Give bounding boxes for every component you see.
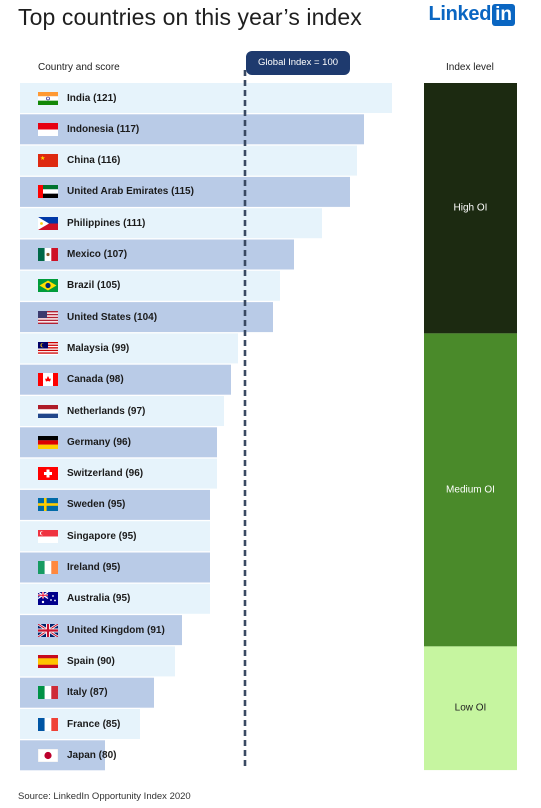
bar-philippines xyxy=(20,208,322,239)
country-label: India (121) xyxy=(38,91,116,106)
country-label: United Arab Emirates (115) xyxy=(38,184,194,199)
country-score-text: Mexico (107) xyxy=(67,249,128,260)
china-flag-icon: ★ xyxy=(38,154,58,168)
country-label: Ireland (95) xyxy=(38,560,120,575)
country-score-text: Australia (95) xyxy=(67,593,131,605)
brazil-flag-icon xyxy=(38,279,58,293)
uk-flag-icon xyxy=(38,623,58,637)
country-label: Italy (87) xyxy=(38,685,108,700)
bar-india xyxy=(20,83,392,113)
country-score-text: China (116) xyxy=(67,155,121,167)
singapore-flag-icon xyxy=(38,529,58,543)
index-level-block xyxy=(424,83,517,334)
country-label: ★ China (116) xyxy=(38,153,120,168)
country-label: Philippines (111) xyxy=(38,216,145,231)
bar-japan xyxy=(20,740,105,771)
country-score-text: Canada (98) xyxy=(67,374,124,386)
italy-flag-icon xyxy=(38,686,58,700)
france-flag-icon xyxy=(38,717,58,731)
netherlands-flag-icon xyxy=(38,404,58,418)
country-column-label: Country and score xyxy=(38,62,120,73)
country-label: Mexico (107) xyxy=(38,247,127,262)
indonesia-flag-icon xyxy=(38,122,58,136)
country-score-text: Indonesia (117) xyxy=(67,123,140,135)
bar-china xyxy=(20,145,357,176)
global-index-badge: Global Index = 100 xyxy=(246,51,351,75)
country-label: Germany (96) xyxy=(38,435,131,450)
canada-flag-icon xyxy=(38,373,58,387)
index-level-column-label: Index level xyxy=(446,62,494,73)
usa-flag-icon xyxy=(38,310,58,324)
bar-indonesia xyxy=(20,114,364,145)
svg-text:★: ★ xyxy=(40,155,45,162)
index-level-label: Medium OI xyxy=(446,484,495,496)
index-level-block xyxy=(424,333,517,647)
country-score-text: France (85) xyxy=(67,718,121,730)
country-score-text: United Kingdom (91) xyxy=(67,624,165,636)
country-label: Japan (80) xyxy=(38,748,116,763)
spain-flag-icon xyxy=(38,654,58,668)
country-score-text: Spain (90) xyxy=(67,655,115,667)
index-level-label: Low OI xyxy=(454,702,487,714)
country-label: Brazil (105) xyxy=(38,278,120,293)
country-score-text: Malaysia (99) xyxy=(67,342,130,354)
country-label: France (85) xyxy=(38,717,120,732)
uae-flag-icon xyxy=(38,185,58,199)
country-label: United States (104) xyxy=(38,310,157,325)
country-label: Sweden (95) xyxy=(38,497,125,512)
country-score-text: Switzerland (96) xyxy=(67,468,144,480)
chart-title: Top countries on this year’s index xyxy=(18,4,362,30)
country-score-text: Italy (87) xyxy=(67,687,108,699)
country-score-text: Ireland (95) xyxy=(67,562,121,573)
mexico-flag-icon xyxy=(38,248,58,261)
source-note: Source: LinkedIn Opportunity Index 2020 xyxy=(18,791,191,802)
country-score-text: United States (104) xyxy=(67,311,158,323)
index-level-block xyxy=(424,646,517,771)
country-score-text: India (121) xyxy=(67,92,117,104)
sweden-flag-icon xyxy=(38,498,58,512)
country-score-text: Sweden (95) xyxy=(67,499,126,511)
country-label: Australia (95) xyxy=(38,591,130,606)
ireland-flag-icon xyxy=(38,561,58,574)
logo-in-box: in xyxy=(492,3,515,26)
logo-wordmark: Linked xyxy=(428,3,492,25)
country-score-text: Germany (96) xyxy=(67,436,131,448)
india-flag-icon xyxy=(38,91,58,105)
bar-uae xyxy=(20,176,350,207)
country-label: Switzerland (96) xyxy=(38,466,143,481)
country-label: Netherlands (97) xyxy=(38,404,145,419)
bar-brazil xyxy=(20,270,280,301)
index-level-label: High OI xyxy=(453,202,488,214)
bar-mexico xyxy=(20,239,294,270)
country-score-text: Japan (80) xyxy=(67,749,117,761)
philippines-flag-icon xyxy=(38,216,58,230)
australia-flag-icon xyxy=(38,592,58,606)
country-label: Malaysia (99) xyxy=(38,341,129,356)
country-label: Singapore (95) xyxy=(38,529,136,544)
country-label: Spain (90) xyxy=(38,654,115,669)
germany-flag-icon xyxy=(38,435,58,449)
bar-usa xyxy=(20,302,273,333)
country-label: Canada (98) xyxy=(38,372,124,387)
country-score-text: United Arab Emirates (115) xyxy=(67,186,194,198)
malaysia-flag-icon xyxy=(38,341,58,355)
linkedin-logo: Linked in xyxy=(428,3,515,26)
country-score-text: Netherlands (97) xyxy=(67,405,146,417)
switzerland-flag-icon xyxy=(38,467,58,481)
country-label: United Kingdom (91) xyxy=(38,623,165,638)
country-score-text: Singapore (95) xyxy=(67,530,137,542)
country-score-text: Brazil (105) xyxy=(67,280,121,292)
country-label: Indonesia (117) xyxy=(38,122,139,137)
japan-flag-icon xyxy=(38,748,58,762)
country-score-text: Philippines (111) xyxy=(67,217,146,229)
